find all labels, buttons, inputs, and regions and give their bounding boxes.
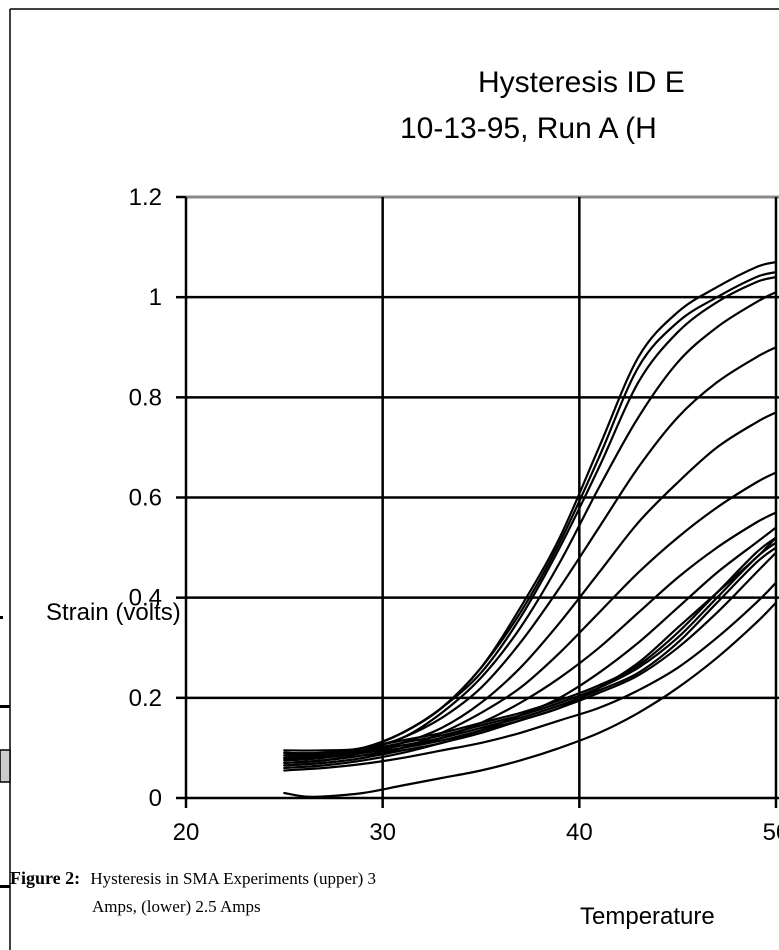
figure-caption-line2: Amps, (lower) 2.5 Amps [92,897,261,916]
strain-series-line [283,601,778,799]
strain-series-line [283,511,778,767]
y-tick-label: 1 [149,284,162,311]
y-tick-label: 0.4 [129,585,162,612]
y-tick-label: 0 [149,785,162,812]
y-tick-label: 1.2 [129,184,162,211]
y-tick-label: 0.8 [129,384,162,411]
strain-series-line [283,536,778,755]
y-axis-label: Strain (volts) [46,599,181,626]
left-edge-box [0,749,11,783]
data-curves [283,261,778,799]
chart-title: Hysteresis ID E [478,66,685,99]
chart-subtitle: 10-13-95, Run A (H [400,112,657,145]
x-axis-label: Temperature [580,903,715,930]
strain-series-line [283,546,778,759]
figure-caption: Figure 2: Hysteresis in SMA Experiments … [10,868,376,888]
left-edge-marker [0,885,10,888]
x-tick-label: 50 [763,819,779,846]
strain-series-line [283,291,778,759]
x-tick-label: 40 [566,819,593,846]
figure-caption-label: Figure 2: [10,868,80,888]
strain-series-line [283,261,778,752]
strain-series-line [283,471,778,764]
figure-caption-line1: Hysteresis in SMA Experiments (upper) 3 [90,869,376,888]
strain-series-line [283,581,778,772]
x-tick-label: 20 [173,819,200,846]
x-tick-label: 30 [369,819,396,846]
grid-lines [184,195,779,800]
strain-series-line [283,536,778,770]
left-edge-marker [0,616,3,619]
strain-series-line [283,541,778,757]
strain-series-line [283,276,778,757]
y-tick-label: 0.2 [129,685,162,712]
left-edge-marker [0,705,10,708]
axis-ticks: 0 0.2 0.4 0.6 0.8 1 1.2 20 30 40 50 [129,184,779,846]
y-tick-label: 0.6 [129,485,162,512]
strain-series-line [283,551,778,760]
